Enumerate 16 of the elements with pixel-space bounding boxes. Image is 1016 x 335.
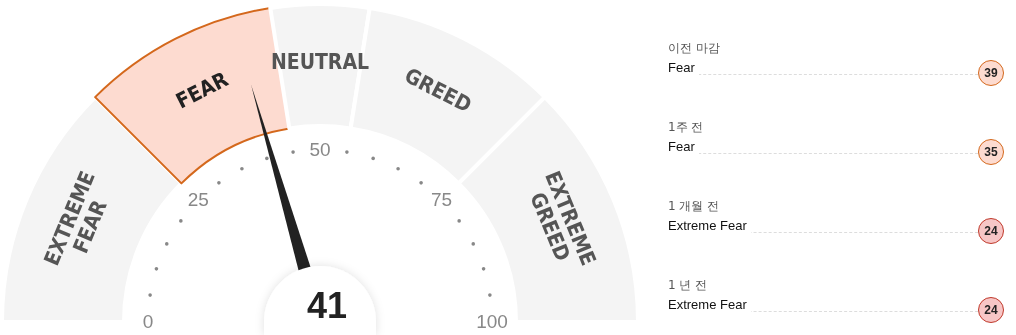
slice-label: FEAR — [172, 66, 233, 114]
text: 25 — [187, 189, 209, 211]
text: 1 개월 전 — [668, 198, 720, 215]
text: 0 — [142, 311, 154, 332]
text: 41 — [306, 285, 348, 326]
text: Extreme Fear — [668, 297, 751, 312]
text: Fear — [668, 139, 699, 154]
text: 1 년 전 — [668, 277, 708, 294]
slice-label: NEUTRAL — [270, 50, 370, 74]
text: 50 — [309, 139, 331, 160]
text: Fear — [668, 60, 699, 75]
text: Extreme Fear — [668, 218, 751, 233]
text: 이전 마감 — [668, 40, 720, 57]
text: 75 — [431, 189, 453, 211]
text: 100 — [476, 311, 508, 332]
text: 1주 전 — [668, 119, 704, 136]
